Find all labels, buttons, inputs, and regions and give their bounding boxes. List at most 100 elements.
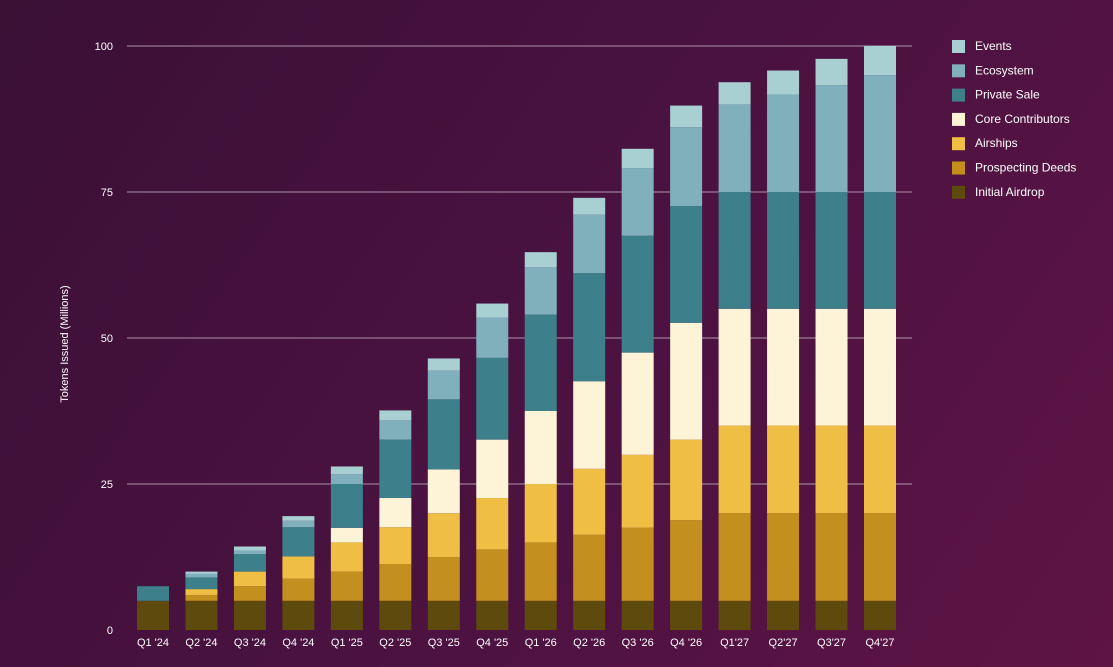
- bar-segment: [573, 273, 606, 382]
- bar-segment: [185, 594, 218, 601]
- bar-segment: [185, 600, 218, 630]
- y-tick-label: 75: [101, 187, 113, 199]
- bar-segment: [330, 527, 363, 543]
- legend-label: Initial Airdrop: [975, 185, 1045, 199]
- legend-swatch: [952, 40, 965, 53]
- bar-segment: [476, 549, 509, 601]
- bar-segment: [815, 58, 848, 86]
- bar-segment: [476, 317, 509, 358]
- legend-swatch: [952, 64, 965, 78]
- bar-segment: [427, 557, 460, 601]
- bar-segment: [379, 600, 412, 630]
- x-tick-label: Q4'27: [865, 637, 894, 649]
- bar-segment: [864, 46, 896, 76]
- bar-segment: [815, 513, 848, 601]
- bar-segment: [233, 571, 266, 587]
- bar-segment: [427, 399, 460, 470]
- legend-label: Ecosystem: [975, 63, 1034, 77]
- y-axis-ticks: 0 25 50 75 100: [95, 41, 113, 637]
- bar-segment: [621, 454, 654, 528]
- legend-swatch: [952, 185, 965, 199]
- bar-segment: [476, 357, 509, 440]
- x-tick-label: Q1 '26: [525, 637, 557, 649]
- bar-segment: [282, 516, 315, 521]
- x-tick-label: Q2 '25: [379, 637, 411, 649]
- bar-segment: [573, 197, 606, 215]
- bar-segment: [621, 527, 654, 601]
- bar-segment: [815, 425, 848, 514]
- bar-segment: [476, 498, 509, 550]
- x-tick-label: Q4 '24: [282, 637, 314, 649]
- x-tick-label: Q2 '24: [185, 637, 217, 649]
- bar-segment: [330, 542, 363, 572]
- x-tick-label: Q1 '24: [137, 637, 169, 649]
- bar-segment: [379, 439, 412, 499]
- x-tick-label: Q4 '25: [476, 637, 508, 649]
- bar-segment: [718, 513, 751, 601]
- legend-label: Airships: [975, 136, 1018, 150]
- bar-segment: [815, 192, 848, 309]
- legend-swatch: [952, 88, 965, 102]
- x-tick-label: Q3 '24: [234, 637, 266, 649]
- bar-segment: [524, 600, 557, 630]
- bar-segment: [524, 267, 557, 315]
- bar-segment: [233, 600, 266, 630]
- bar-segment: [233, 586, 266, 601]
- bar-segment: [573, 600, 606, 630]
- bar-segment: [621, 352, 654, 455]
- bar-segment: [282, 527, 315, 557]
- legend-label: Core Contributors: [975, 112, 1070, 126]
- y-tick-label: 50: [101, 333, 113, 345]
- legend-label: Private Sale: [975, 88, 1040, 102]
- y-tick-label: 100: [95, 41, 113, 53]
- bar-segment: [815, 600, 848, 630]
- bar-segment: [282, 556, 315, 579]
- bar-segment: [282, 578, 315, 601]
- y-axis-title: Tokens Issued (Millions): [59, 285, 71, 402]
- bar-segment: [282, 600, 315, 630]
- bar-segment: [767, 600, 800, 630]
- bar-segment: [670, 322, 703, 440]
- bar-segment: [524, 314, 557, 411]
- bar-segment: [621, 148, 654, 169]
- bar-segment: [379, 498, 412, 528]
- bar-segment: [864, 513, 896, 601]
- x-tick-label: Q1'27: [720, 637, 749, 649]
- legend: Events Ecosystem Private Sale Core Contribu…: [952, 39, 1076, 199]
- bar-segment: [767, 513, 800, 601]
- legend-swatch: [952, 112, 965, 126]
- bar-segment: [815, 308, 848, 426]
- bar-segment: [282, 520, 315, 528]
- bar-segment: [427, 469, 460, 514]
- bar-segment: [864, 308, 896, 426]
- bar-segment: [137, 586, 169, 601]
- bar-segment: [718, 308, 751, 426]
- legend-swatch: [952, 161, 965, 175]
- bar-segment: [476, 303, 509, 318]
- legend-swatch: [952, 137, 965, 151]
- x-axis-ticks: Q1 '24 Q2 '24 Q3 '24 Q4 '24 Q1 '25 Q2 '25 Q3 '…: [137, 637, 895, 649]
- bar-segment: [718, 82, 751, 105]
- bar-segment: [718, 425, 751, 514]
- bar-segment: [524, 252, 557, 268]
- bar-segment: [379, 564, 412, 601]
- bar-segment: [767, 425, 800, 514]
- bar-segment: [427, 370, 460, 400]
- bar-segment: [621, 235, 654, 353]
- bar-segment: [330, 600, 363, 630]
- bar-segment: [427, 600, 460, 630]
- bar-segment: [233, 554, 266, 572]
- bar-segment: [233, 546, 266, 551]
- x-tick-label: Q2'27: [769, 637, 798, 649]
- bar-segment: [379, 420, 412, 440]
- bar-segment: [185, 571, 218, 574]
- bar-segment: [864, 75, 896, 192]
- bar-segment: [864, 425, 896, 514]
- bar-segment: [137, 600, 169, 630]
- bar-segment: [476, 439, 509, 499]
- y-tick-label: 0: [107, 625, 113, 637]
- x-tick-label: Q3'27: [817, 637, 846, 649]
- bar-segment: [815, 85, 848, 192]
- bar-segment: [670, 600, 703, 630]
